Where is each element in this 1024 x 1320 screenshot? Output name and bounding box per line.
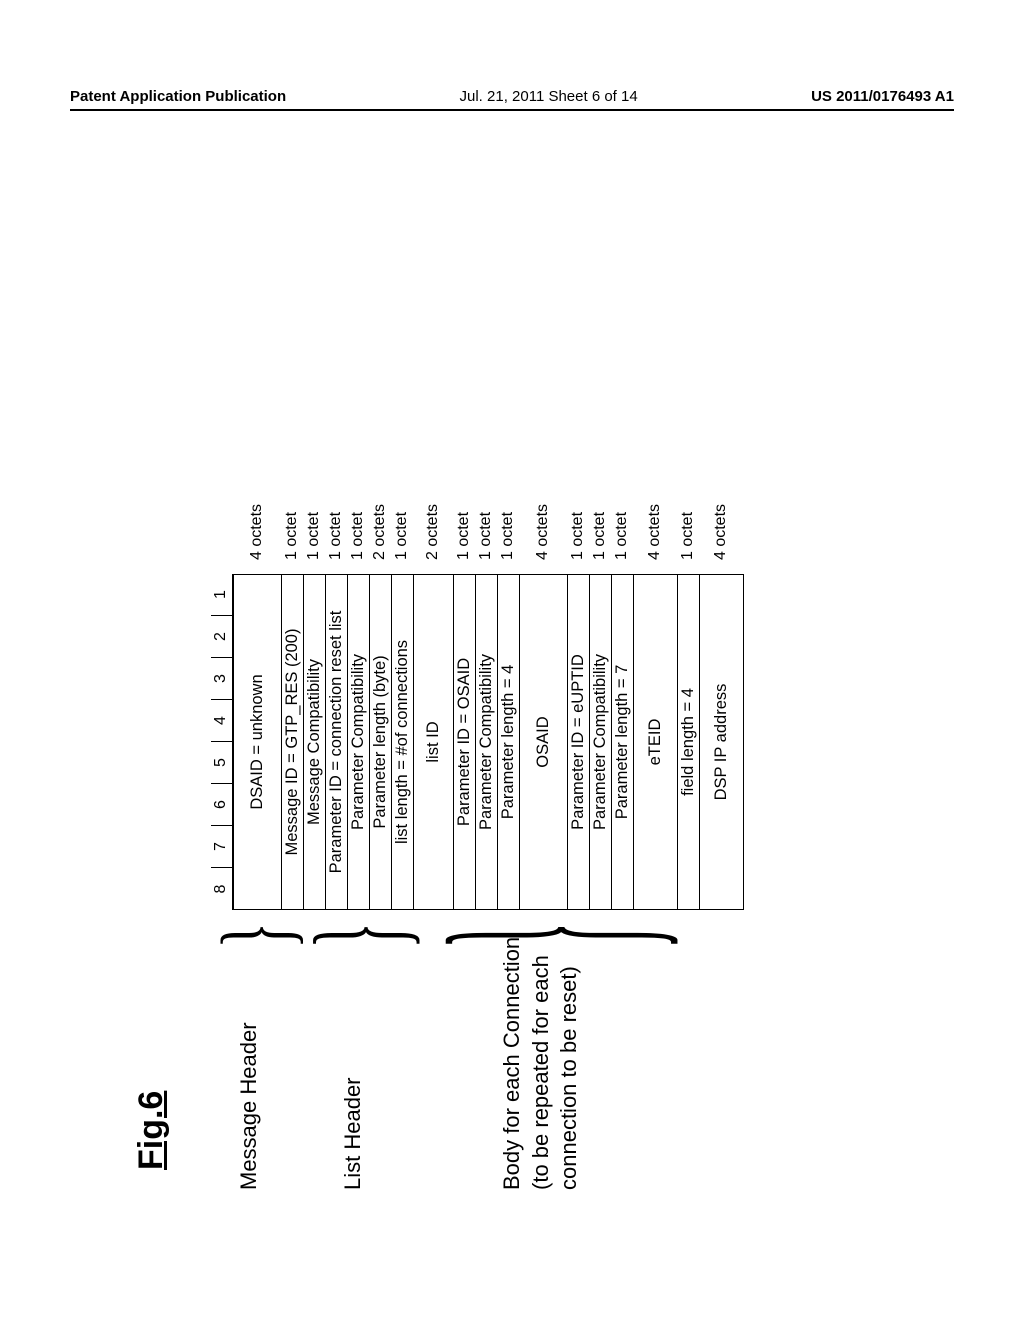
octet-annotation: 1 octet [611, 504, 633, 560]
table-row: Message ID = GTP_RES (200) [281, 575, 303, 909]
table-row: Parameter length (byte) [369, 575, 391, 909]
bit-label: 1 [211, 574, 232, 616]
octet-annotation: 1 octet [589, 504, 611, 560]
page-header: Patent Application Publication Jul. 21, … [70, 88, 954, 111]
octet-annotation: 4 octets [233, 504, 281, 560]
octet-annotation: 2 octets [369, 504, 391, 560]
body-label: Body for each Connection (to be repeated… [521, 920, 561, 1190]
table-row: Parameter ID = eUPTID [567, 575, 589, 909]
table-row: Parameter Compatibility [347, 575, 369, 909]
table-row: Parameter length = 4 [497, 575, 519, 909]
table-row: list ID [413, 575, 453, 909]
figure-content: Fig.6 Message Header} List Header} Body fo… [132, 130, 892, 1190]
octet-annotation: 4 octets [633, 504, 677, 560]
bit-label: 5 [211, 742, 232, 784]
table-row: eTEID [633, 575, 677, 909]
table-row: Parameter length = 7 [611, 575, 633, 909]
table-row: DSAID = unknown [233, 575, 281, 909]
section-label-text: Message Header [235, 1022, 264, 1190]
table-row: Parameter ID = connection reset list [325, 575, 347, 909]
table-row: Message Compatibility [303, 575, 325, 909]
bit-header: 87654321 [211, 574, 233, 910]
table-row: list length = #of connections [391, 575, 413, 909]
message-header-label: Message Header} [229, 920, 269, 1190]
octet-annotation: 1 octet [677, 504, 699, 560]
table-row: DSP IP address [699, 575, 743, 909]
octet-annotation: 4 octets [519, 504, 567, 560]
header-right: US 2011/0176493 A1 [811, 88, 954, 105]
octet-annotation: 1 octet [325, 504, 347, 560]
table-row: OSAID [519, 575, 567, 909]
list-header-label: List Header} [333, 920, 373, 1190]
octet-annotation: 1 octet [453, 504, 475, 560]
octet-annotation: 1 octet [281, 504, 303, 560]
table-row: Parameter Compatibility [589, 575, 611, 909]
octet-annotation: 1 octet [391, 504, 413, 560]
section-label-text: List Header [339, 1077, 368, 1190]
annot-spacer [211, 504, 233, 560]
bit-label: 3 [211, 658, 232, 700]
table-row: Parameter Compatibility [475, 575, 497, 909]
octet-annotation: 1 octet [567, 504, 589, 560]
octet-annotation: 1 octet [475, 504, 497, 560]
header-center: Jul. 21, 2011 Sheet 6 of 14 [460, 88, 638, 105]
bit-label: 4 [211, 700, 232, 742]
header-left: Patent Application Publication [70, 88, 286, 105]
figure-label: Fig.6 [132, 130, 171, 1170]
section-label-text: Body for each Connection (to be repeated… [498, 937, 584, 1190]
octet-annotation: 1 octet [497, 504, 519, 560]
bit-label: 6 [211, 784, 232, 826]
table-column: 87654321 DSAID = unknownMessage ID = GTP… [211, 574, 744, 910]
annotation-column: 4 octets1 octet1 octet1 octet1 octet2 oc… [211, 504, 743, 560]
octet-annotation: 4 octets [699, 504, 743, 560]
octet-annotation: 2 octets [413, 504, 453, 560]
table-row: field length = 4 [677, 575, 699, 909]
octet-annotation: 1 octet [347, 504, 369, 560]
message-structure-table: DSAID = unknownMessage ID = GTP_RES (200… [233, 574, 744, 910]
table-row: Parameter ID = OSAID [453, 575, 475, 909]
bit-label: 7 [211, 826, 232, 868]
octet-annotation: 1 octet [303, 504, 325, 560]
bit-label: 8 [211, 868, 232, 910]
bit-label: 2 [211, 616, 232, 658]
